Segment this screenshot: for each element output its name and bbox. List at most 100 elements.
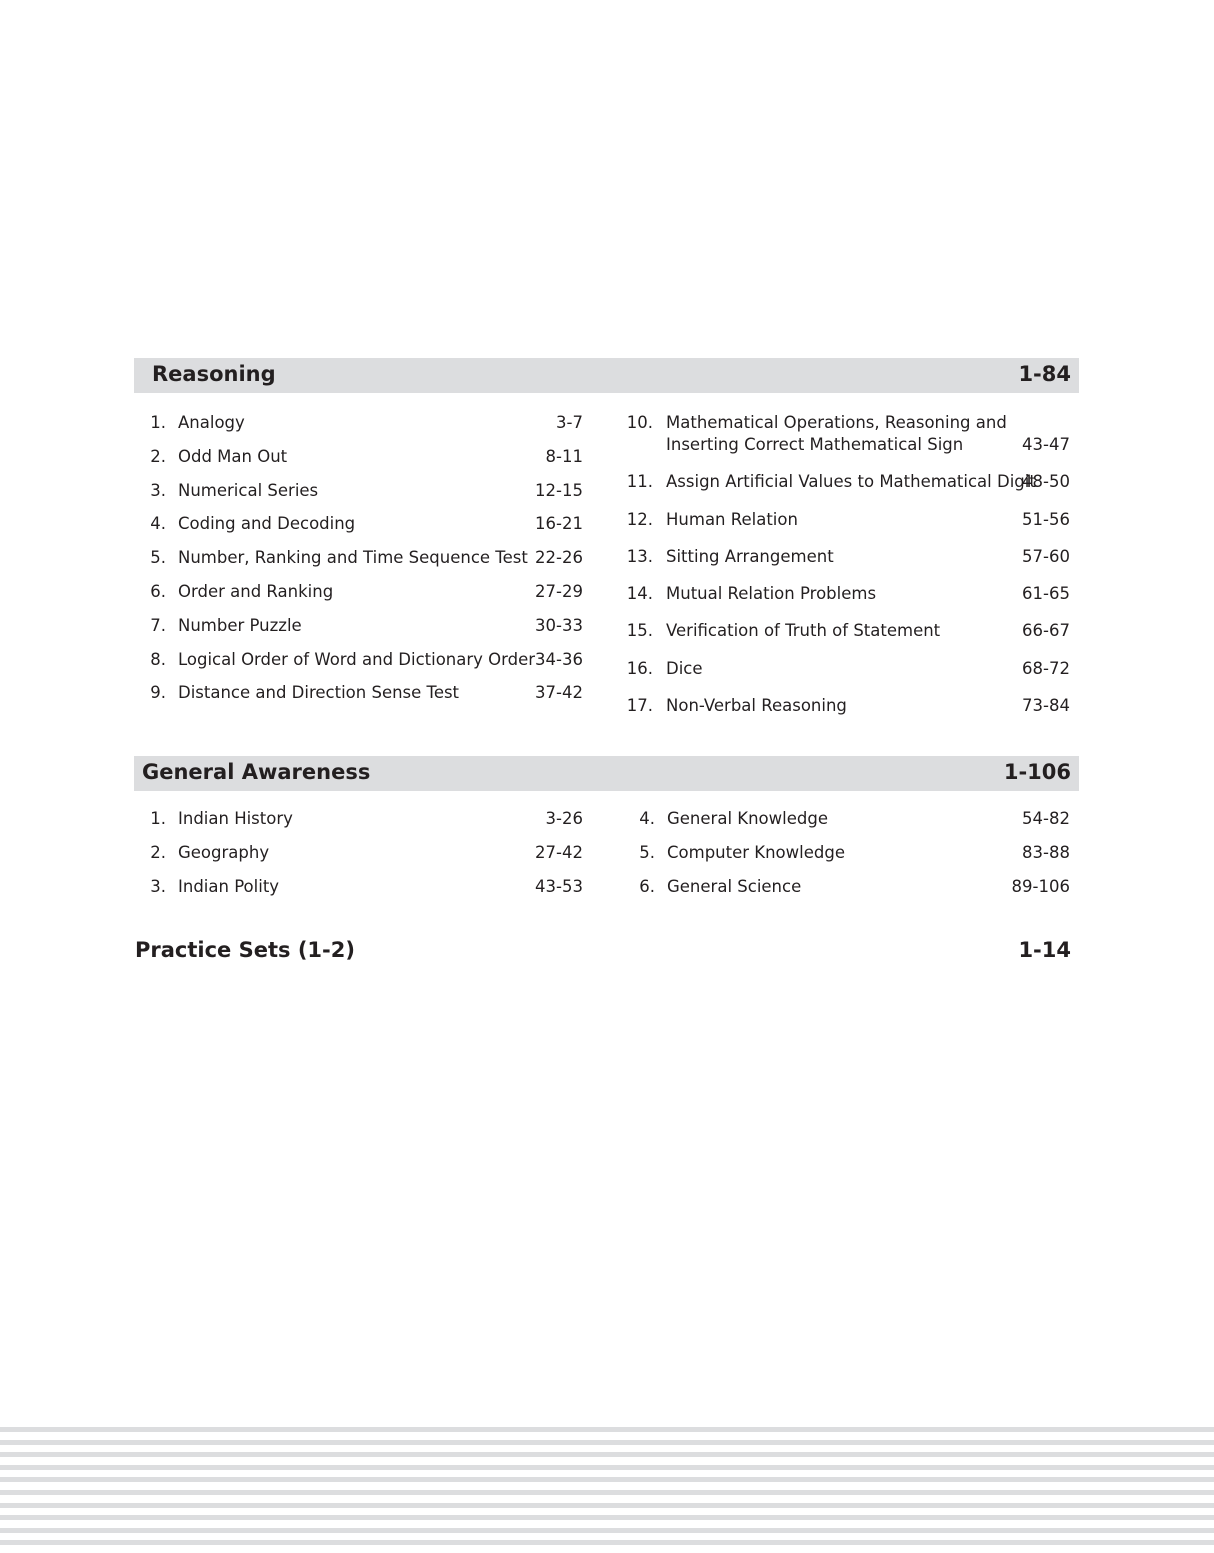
entry-pages: 83-88: [1022, 842, 1070, 862]
entry-pages: 3-26: [545, 809, 583, 828]
entry-number: 6.: [639, 876, 655, 896]
entry-title: Odd Man Out: [178, 446, 288, 466]
toc-entry: 16. Dice 68-72: [620, 658, 1070, 695]
section-header-general-awareness: General Awareness 1-106: [134, 756, 1079, 791]
entry-pages: 89-106: [1011, 876, 1070, 896]
entry-number: 5.: [150, 548, 166, 568]
toc-entry: 6. General Science 89-106: [620, 876, 1070, 910]
toc-entry: 11. Assign Artificial Values to Mathemati…: [620, 471, 1070, 508]
toc-entry: 1. Analogy 3-7: [140, 412, 583, 446]
entry-pages: 43-53: [535, 876, 583, 896]
entry-pages: 48-50: [1022, 472, 1070, 492]
entry-title: Indian History: [178, 809, 293, 828]
toc-entry: 9. Distance and Direction Sense Test 37-42: [140, 682, 583, 716]
practice-sets-title: Practice Sets (1-2): [135, 938, 355, 962]
toc-entry: 12. Human Relation 51-56: [620, 509, 1070, 546]
toc-entry: 15. Verification of Truth of Statement 66-…: [620, 620, 1070, 657]
toc-entry: 8. Logical Order of Word and Dictionary O…: [140, 649, 583, 683]
reasoning-right-list: 10. Mathematical Operations, Reasoning an…: [620, 412, 1070, 732]
entry-number: 6.: [150, 581, 166, 601]
entry-title: Indian Polity: [178, 876, 280, 896]
entry-pages: 61-65: [1022, 584, 1070, 604]
entry-pages: 68-72: [1022, 658, 1070, 678]
entry-number: 9.: [150, 683, 166, 703]
entry-title: Assign Artificial Values to Mathematical…: [666, 472, 1036, 492]
entry-number: 16.: [626, 658, 653, 678]
entry-title: Number Puzzle: [178, 615, 302, 635]
section-header-reasoning: Reasoning 1-84: [134, 358, 1079, 393]
entry-pages: 43-47: [1022, 435, 1070, 454]
toc-entry: 14. Mutual Relation Problems 61-65: [620, 583, 1070, 620]
entry-pages: 27-42: [535, 842, 583, 862]
entry-pages: 54-82: [1022, 809, 1070, 828]
entry-title: Sitting Arrangement: [666, 546, 834, 566]
entry-title: Analogy: [178, 413, 245, 432]
toc-entry: 1. Indian History 3-26: [140, 808, 583, 842]
entry-pages: 16-21: [535, 514, 583, 534]
toc-entry: 6. Order and Ranking 27-29: [140, 581, 583, 615]
entry-title: Order and Ranking: [178, 581, 334, 601]
entry-number: 5.: [639, 842, 655, 862]
decorative-stripes: [0, 1427, 1214, 1553]
entry-number: 4.: [150, 514, 166, 534]
entry-pages: 57-60: [1022, 546, 1070, 566]
entry-number: 2.: [150, 446, 166, 466]
entry-number: 3.: [150, 876, 166, 896]
entry-number: 11.: [626, 472, 653, 492]
entry-pages: 66-67: [1022, 621, 1070, 641]
toc-entry: 13. Sitting Arrangement 57-60: [620, 546, 1070, 583]
entry-title: Human Relation: [666, 509, 798, 529]
reasoning-left-list: 1. Analogy 3-7 2. Odd Man Out 8-11 3. Numerical…: [140, 412, 583, 716]
section-title: General Awareness: [142, 760, 371, 784]
entry-title: Distance and Direction Sense Test: [178, 683, 460, 703]
entry-title: Computer Knowledge: [667, 842, 845, 862]
toc-entry: 5. Computer Knowledge 83-88: [620, 842, 1070, 876]
toc-entry: 4. General Knowledge 54-82: [620, 808, 1070, 842]
entry-number: 7.: [150, 615, 166, 635]
entry-title: Non-Verbal Reasoning: [666, 696, 847, 716]
entry-pages: 37-42: [535, 683, 583, 703]
entry-title: General Science: [667, 876, 802, 896]
toc-entry: 17. Non-Verbal Reasoning 73-84: [620, 695, 1070, 732]
entry-pages: 8-11: [545, 446, 583, 466]
entry-pages: 34-36: [535, 649, 583, 669]
toc-entry: 2. Geography 27-42: [140, 842, 583, 876]
entry-title: Number, Ranking and Time Sequence Test: [178, 548, 528, 568]
entry-title: Mathematical Operations, Reasoning and I…: [666, 413, 1007, 454]
entry-number: 1.: [150, 809, 166, 828]
entry-title: Mutual Relation Problems: [666, 584, 877, 604]
entry-title: Dice: [666, 658, 703, 678]
entry-title: Verification of Truth of Statement: [666, 621, 941, 641]
entry-pages: 30-33: [535, 615, 583, 635]
entry-number: 12.: [626, 509, 653, 529]
ga-right-list: 4. General Knowledge 54-82 5. Computer Knowl…: [620, 808, 1070, 909]
entry-number: 1.: [150, 413, 166, 432]
entry-number: 2.: [150, 842, 166, 862]
entry-number: 14.: [626, 584, 653, 604]
section-pages: 1-106: [1003, 760, 1071, 784]
toc-entry: 2. Odd Man Out 8-11: [140, 446, 583, 480]
entry-title: Coding and Decoding: [178, 514, 356, 534]
entry-number: 8.: [150, 649, 166, 669]
entry-pages: 22-26: [535, 548, 583, 568]
toc-entry: 4. Coding and Decoding 16-21: [140, 513, 583, 547]
section-pages: 1-84: [1018, 362, 1071, 386]
practice-sets-pages: 1-14: [1018, 938, 1071, 962]
entry-number: 15.: [626, 621, 653, 641]
section-title: Reasoning: [152, 362, 276, 386]
entry-pages: 3-7: [556, 413, 583, 432]
ga-left-list: 1. Indian History 3-26 2. Geography 27-42 3. In…: [140, 808, 583, 909]
entry-number: 10.: [626, 413, 653, 432]
entry-number: 17.: [626, 696, 653, 716]
entry-number: 4.: [639, 809, 655, 828]
toc-entry: 3. Numerical Series 12-15: [140, 480, 583, 514]
toc-entry: 7. Number Puzzle 30-33: [140, 615, 583, 649]
entry-pages: 51-56: [1022, 509, 1070, 529]
toc-entry: 5. Number, Ranking and Time Sequence Test…: [140, 547, 583, 581]
entry-title: General Knowledge: [667, 809, 828, 828]
toc-entry: 10. Mathematical Operations, Reasoning an…: [620, 412, 1070, 471]
entry-title: Numerical Series: [178, 480, 319, 500]
entry-pages: 12-15: [535, 480, 583, 500]
entry-title: Geography: [178, 842, 270, 862]
entry-title: Logical Order of Word and Dictionary Ord…: [178, 649, 536, 669]
